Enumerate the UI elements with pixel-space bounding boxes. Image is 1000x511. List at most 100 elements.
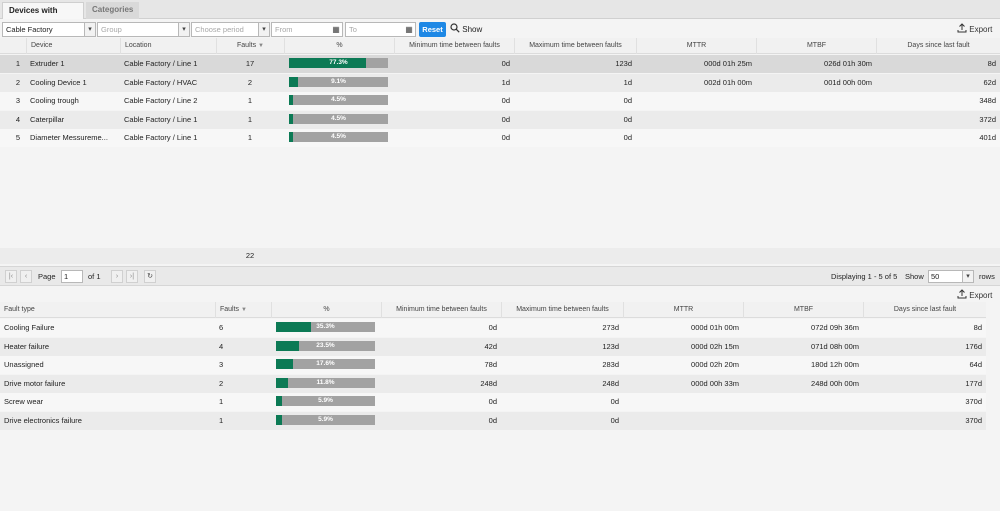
chevron-down-icon[interactable]: ▾ (84, 23, 95, 36)
fault-type-max-time: 123d (602, 341, 619, 351)
percent-bar: 4.5% (289, 95, 388, 106)
from-date-placeholder: From (275, 25, 293, 34)
fault-type-min-time: 0d (488, 397, 497, 407)
percent-bar-fill (276, 377, 288, 388)
header-location[interactable]: Location (120, 38, 216, 54)
percent-bar-label: 5.9% (318, 416, 333, 423)
chevron-down-icon[interactable]: ▾ (178, 23, 189, 36)
first-page-icon[interactable]: |‹ (5, 270, 17, 283)
next-page-icon[interactable]: › (111, 270, 123, 283)
table-row[interactable]: 1 Extruder 1 Cable Factory / Line 1 17 77.3%… (0, 55, 1000, 73)
device-location: Cable Factory / Line 1 (124, 133, 198, 143)
chevron-down-icon[interactable]: ▾ (258, 23, 269, 36)
refresh-icon[interactable]: ↻ (144, 270, 156, 283)
header-max-time[interactable]: Maximum time between faults (514, 38, 636, 54)
table-row[interactable]: Heater failure 4 23.5% 42d 123d 000d 02h 15m 0… (0, 337, 986, 356)
header-ft-mttr[interactable]: MTTR (623, 302, 743, 318)
fault-type-days-since: 8d (973, 323, 982, 332)
table-row[interactable]: 3 Cooling trough Cable Factory / Line 2 1 4.… (0, 92, 1000, 111)
percent-bar: 4.5% (289, 132, 388, 143)
device-name: Diameter Messureme... (30, 133, 108, 143)
calendar-icon[interactable]: ▦ (332, 25, 340, 34)
header-ft-max-time[interactable]: Maximum time between faults (501, 302, 623, 318)
table-row[interactable]: Unassigned 3 17.6% 78d 283d 000d 02h 20m 180d … (0, 356, 986, 375)
sort-desc-icon: ▼ (258, 43, 264, 49)
chevron-down-icon[interactable]: ▾ (962, 271, 973, 282)
device-max-time: 0d (623, 96, 632, 106)
calendar-icon[interactable]: ▦ (405, 25, 413, 34)
header-faults[interactable]: Faults ▼ (216, 38, 284, 54)
period-select[interactable]: Choose period ▾ (191, 22, 270, 37)
header-ft-days-since[interactable]: Days since last fault (863, 302, 986, 318)
percent-bar: 77.3% (289, 58, 388, 68)
reset-button[interactable]: Reset (419, 22, 446, 37)
fault-type-name: Cooling Failure (4, 323, 55, 332)
device-name: Extruder 1 (30, 59, 65, 68)
device-location: Cable Factory / Line 1 (124, 59, 198, 68)
fault-type-days-since: 370d (965, 416, 982, 425)
fault-type-mtbf (743, 412, 863, 430)
group-select[interactable]: Group ▾ (97, 22, 190, 37)
table-row[interactable]: 5 Diameter Messureme... Cable Factory / Li… (0, 129, 1000, 148)
fault-type-faults: 3 (219, 360, 224, 370)
header-percent[interactable]: % (284, 38, 394, 54)
header-min-time[interactable]: Minimum time between faults (394, 38, 514, 54)
tab-categories[interactable]: Categories (86, 2, 139, 19)
percent-bar-fill (276, 415, 282, 425)
page-number-input[interactable]: 1 (61, 270, 83, 283)
fault-type-mttr (623, 393, 743, 411)
tab-devices-with-faults[interactable]: Devices with faults (2, 2, 84, 31)
prev-page-icon[interactable]: ‹ (20, 270, 32, 283)
factory-select[interactable]: Cable Factory ▾ (2, 22, 96, 37)
device-min-time: 1d (501, 77, 510, 87)
factory-select-value: Cable Factory (6, 25, 53, 34)
header-ft-faults[interactable]: Faults ▼ (215, 302, 271, 318)
device-days-since: 348d (979, 96, 996, 106)
table-row[interactable]: Drive electronics failure 1 5.9% 0d 0d 370d (0, 412, 986, 430)
percent-bar-fill (276, 359, 294, 370)
device-mtbf (756, 92, 876, 110)
percent-bar: 35.3% (276, 322, 375, 332)
device-faults: 1 (247, 114, 253, 124)
percent-bar-label: 9.1% (331, 77, 346, 85)
to-date-field[interactable]: To ▦ (345, 22, 416, 37)
table-row[interactable]: Cooling Failure 6 35.3% 0d 273d 000d 01h 00m 0… (0, 319, 986, 337)
header-ft-percent[interactable]: % (271, 302, 381, 318)
table-row[interactable]: Drive motor failure 2 11.8% 248d 248d 000d 00… (0, 374, 986, 393)
fault-type-days-since: 177d (965, 378, 982, 388)
export-label: Export (969, 25, 993, 34)
header-days-since[interactable]: Days since last fault (876, 38, 1000, 54)
header-mtbf[interactable]: MTBF (756, 38, 876, 54)
rows-per-page-select[interactable]: 50 ▾ (928, 270, 974, 283)
last-page-icon[interactable]: ›| (126, 270, 138, 283)
show-button[interactable]: Show (450, 22, 482, 37)
percent-bar-fill (276, 396, 282, 407)
percent-bar-label: 23.5% (316, 341, 335, 349)
device-days-since: 401d (979, 133, 996, 143)
header-device[interactable]: Device (26, 38, 120, 54)
device-min-time: 0d (501, 114, 510, 124)
from-date-field[interactable]: From ▦ (271, 22, 343, 37)
table-row[interactable]: Screw wear 1 5.9% 0d 0d 370d (0, 393, 986, 412)
table-row[interactable]: 2 Cooling Device 1 Cable Factory / HVAC 2 9.… (0, 73, 1000, 92)
fault-type-min-time: 0d (488, 323, 497, 332)
header-ft-min-time[interactable]: Minimum time between faults (381, 302, 501, 318)
header-ft-mtbf[interactable]: MTBF (743, 302, 863, 318)
fault-types-table-header: Fault type Faults ▼ % Minimum time betwe… (0, 302, 986, 318)
fault-type-name: Drive motor failure (4, 378, 66, 388)
total-faults: 22 (245, 251, 255, 260)
device-mttr: 002d 01h 00m (704, 77, 752, 87)
device-faults: 17 (245, 59, 255, 68)
row-index: 2 (15, 77, 20, 87)
export-button-bottom[interactable]: Export (957, 289, 992, 303)
header-fault-type[interactable]: Fault type (4, 306, 35, 313)
fault-type-faults: 6 (219, 323, 224, 332)
table-row[interactable]: 4 Caterpillar Cable Factory / Line 1 1 4.5% 0… (0, 110, 1000, 129)
export-button-top[interactable]: Export (957, 23, 992, 37)
fault-types-table-body: Cooling Failure 6 35.3% 0d 273d 000d 01h 00m 0… (0, 319, 986, 430)
fault-type-mtbf: 071d 08h 00m (811, 341, 859, 351)
device-days-since: 8d (987, 59, 996, 68)
fault-type-min-time: 42d (484, 341, 497, 351)
header-mttr[interactable]: MTTR (636, 38, 756, 54)
show-button-label: Show (462, 25, 483, 34)
